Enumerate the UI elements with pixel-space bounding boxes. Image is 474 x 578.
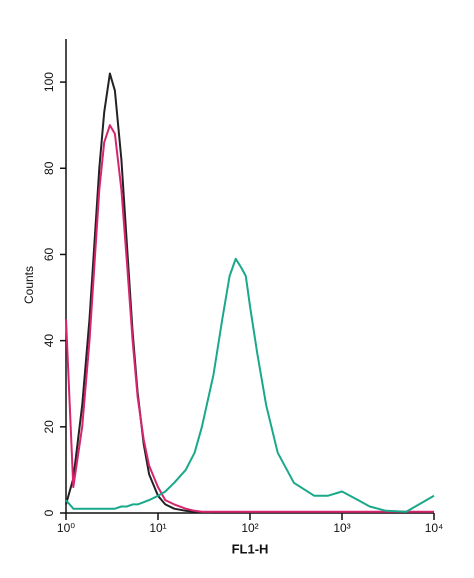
x-tick-label: 10⁴ xyxy=(425,521,444,535)
y-tick-label: 40 xyxy=(42,334,56,348)
y-tick-label: 100 xyxy=(42,72,56,92)
y-tick-label: 0 xyxy=(42,509,56,516)
series-line xyxy=(65,72,434,514)
y-tick-label: 80 xyxy=(42,161,56,175)
series-line xyxy=(65,257,435,513)
y-axis-label: Counts xyxy=(22,266,36,304)
x-tick-label: 10² xyxy=(241,521,258,535)
x-axis-label: FL1-H xyxy=(232,541,269,556)
series-line xyxy=(65,124,434,513)
y-tick-label: 60 xyxy=(42,247,56,261)
y-tick-label: 20 xyxy=(42,420,56,434)
x-tick-label: 10¹ xyxy=(149,521,166,535)
x-tick-label: 10³ xyxy=(333,521,350,535)
x-tick-label: 10⁰ xyxy=(57,521,75,535)
